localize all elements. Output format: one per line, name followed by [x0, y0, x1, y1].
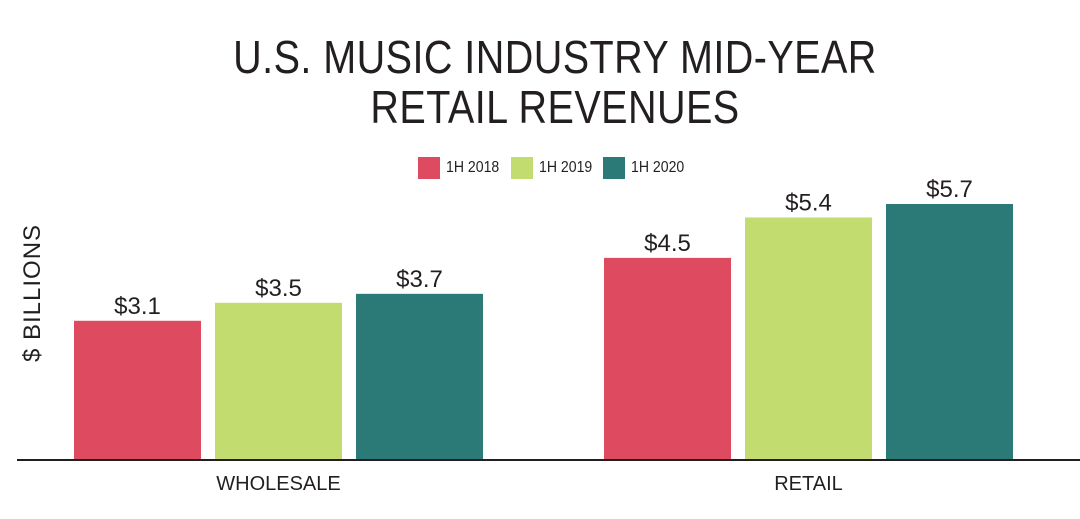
legend-swatch-1h-2018 — [418, 157, 440, 179]
legend-item-1h-2019: 1H 2019 — [510, 157, 594, 179]
value-label-wholesale-1h-2020: $3.7 — [396, 266, 443, 293]
legend-item-1h-2020: 1H 2020 — [603, 157, 686, 179]
value-label-retail-1h-2019: $5.4 — [785, 189, 832, 216]
category-labels-group: WHOLESALE RETAIL — [216, 473, 843, 495]
chart-title-line-2: RETAIL REVENUES — [370, 81, 740, 133]
legend-label-1h-2019: 1H 2019 — [538, 159, 592, 176]
bar-wholesale-1h-2018 — [74, 320, 201, 460]
category-label-retail: RETAIL — [774, 473, 843, 495]
bar-wholesale-1h-2020 — [356, 293, 483, 460]
legend-swatch-1h-2019 — [510, 157, 533, 179]
bar-wholesale-1h-2019 — [215, 302, 342, 460]
chart-title-line-1: U.S. MUSIC INDUSTRY MID-YEAR — [233, 31, 877, 83]
value-labels-group: $3.1 $3.5 $3.7 $4.5 $5.4 $5.7 — [114, 176, 973, 320]
value-label-wholesale-1h-2018: $3.1 — [114, 293, 161, 320]
legend-swatch-1h-2020 — [603, 157, 625, 179]
bars-group — [74, 204, 1013, 460]
category-label-wholesale: WHOLESALE — [216, 473, 340, 495]
bar-retail-1h-2020 — [886, 204, 1013, 460]
bar-retail-1h-2019 — [745, 217, 872, 460]
chart-legend: 1H 2018 1H 2019 1H 2020 — [418, 156, 686, 180]
legend-item-1h-2018: 1H 2018 — [418, 157, 501, 179]
value-label-retail-1h-2020: $5.7 — [926, 176, 973, 203]
value-label-retail-1h-2018: $4.5 — [644, 230, 691, 257]
legend-label-1h-2018: 1H 2018 — [446, 159, 500, 176]
chart-title: U.S. MUSIC INDUSTRY MID-YEAR RETAIL REVE… — [78, 32, 1033, 132]
value-label-wholesale-1h-2019: $3.5 — [255, 275, 302, 302]
legend-label-1h-2020: 1H 2020 — [631, 159, 685, 176]
bar-retail-1h-2018 — [604, 257, 731, 460]
